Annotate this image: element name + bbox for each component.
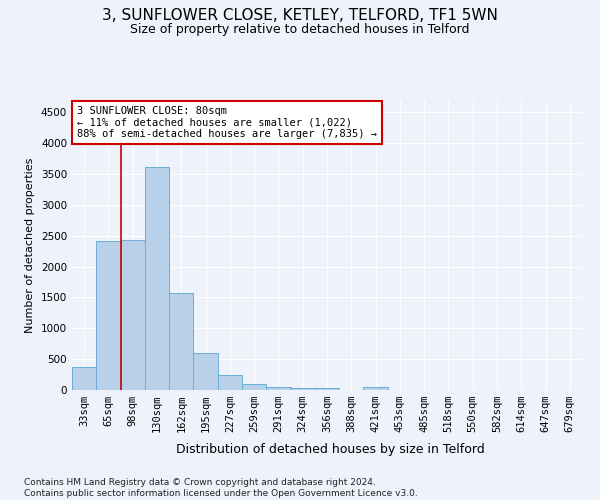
Text: Size of property relative to detached houses in Telford: Size of property relative to detached ho…	[130, 22, 470, 36]
Y-axis label: Number of detached properties: Number of detached properties	[25, 158, 35, 332]
Text: 3, SUNFLOWER CLOSE, KETLEY, TELFORD, TF1 5WN: 3, SUNFLOWER CLOSE, KETLEY, TELFORD, TF1…	[102, 8, 498, 22]
Bar	[193, 353, 218, 390]
Bar	[290, 388, 315, 390]
Bar	[218, 375, 242, 390]
Bar	[364, 386, 388, 390]
Bar	[96, 240, 121, 390]
Text: 3 SUNFLOWER CLOSE: 80sqm
← 11% of detached houses are smaller (1,022)
88% of sem: 3 SUNFLOWER CLOSE: 80sqm ← 11% of detach…	[77, 106, 377, 139]
Bar	[121, 240, 145, 390]
Text: Contains HM Land Registry data © Crown copyright and database right 2024.
Contai: Contains HM Land Registry data © Crown c…	[24, 478, 418, 498]
Text: Distribution of detached houses by size in Telford: Distribution of detached houses by size …	[176, 442, 484, 456]
Bar	[145, 166, 169, 390]
Bar	[72, 367, 96, 390]
Bar	[266, 386, 290, 390]
Bar	[315, 388, 339, 390]
Bar	[169, 293, 193, 390]
Bar	[242, 384, 266, 390]
